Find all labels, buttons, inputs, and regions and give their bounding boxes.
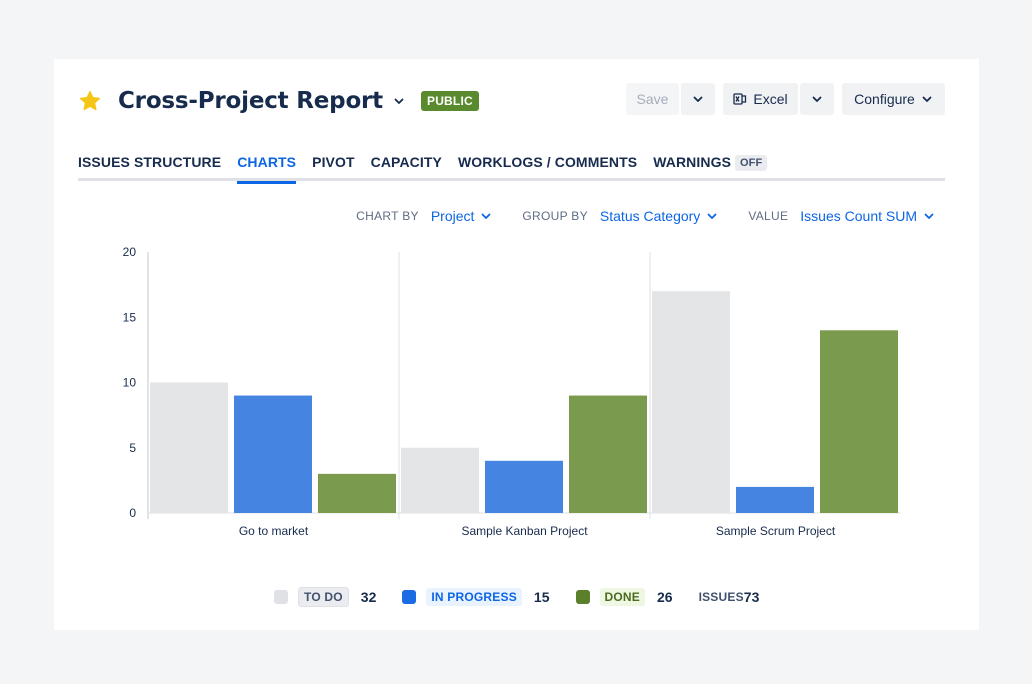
chevron-down-icon (924, 213, 934, 219)
x-tick-label: Sample Scrum Project (716, 524, 836, 538)
page-title: Cross-Project Report (118, 88, 383, 114)
excel-label: Excel (753, 91, 788, 107)
y-tick-label: 20 (123, 245, 137, 259)
legend-swatch (402, 590, 417, 604)
y-tick-label: 10 (123, 376, 137, 390)
bar (318, 473, 396, 513)
legend-count: 32 (360, 589, 377, 605)
y-tick-label: 15 (123, 310, 137, 324)
tab-capacity[interactable]: CAPACITY (370, 154, 442, 170)
tab-pivot[interactable]: PIVOT (312, 154, 355, 170)
report-tabs: ISSUES STRUCTURE CHARTS PIVOT CAPACITY W… (78, 147, 945, 184)
issues-label: ISSUES (698, 590, 744, 604)
chevron-down-icon (481, 213, 491, 219)
y-tick-label: 5 (129, 441, 136, 455)
bar (569, 395, 647, 513)
save-menu-button[interactable] (681, 83, 715, 115)
x-tick-label: Go to market (239, 524, 309, 538)
report-card: Cross-Project Report PUBLIC Save Excel C… (54, 59, 979, 630)
tab-charts[interactable]: CHARTS (237, 147, 297, 184)
tab-worklogs-comments[interactable]: WORKLOGS / COMMENTS (457, 154, 638, 170)
y-tick-label: 0 (129, 506, 136, 520)
bar (150, 382, 228, 513)
excel-button[interactable]: Excel (723, 83, 798, 115)
legend-count: 26 (656, 589, 673, 605)
legend-swatch (274, 590, 288, 604)
chevron-down-icon[interactable] (393, 95, 405, 107)
chart-controls: CHART BY Project GROUP BY Status Categor… (356, 208, 935, 224)
chevron-down-icon (922, 96, 932, 102)
configure-label: Configure (854, 91, 915, 107)
legend-item-in-progress[interactable]: IN PROGRESS 15 (402, 588, 550, 606)
toolbar: Save Excel Configure (626, 83, 945, 115)
bar (485, 460, 563, 513)
group-by-select[interactable]: Status Category (600, 208, 718, 224)
tab-issues-structure[interactable]: ISSUES STRUCTURE (78, 154, 222, 170)
legend-label: IN PROGRESS (426, 588, 522, 606)
warnings-status-badge: OFF (735, 155, 768, 171)
tab-warnings[interactable]: WARNINGS OFF (653, 147, 768, 181)
excel-icon (733, 92, 747, 106)
chart-by-label: CHART BY (356, 209, 419, 223)
star-icon[interactable] (78, 89, 102, 113)
legend-label: TO DO (298, 587, 349, 607)
legend-swatch (575, 590, 590, 604)
visibility-badge: PUBLIC (420, 91, 479, 111)
bar-chart: 0 5 10 15 20 Go to market Sample Kanban Projec… (123, 245, 901, 538)
bar (736, 486, 814, 513)
value-label: VALUE (748, 209, 789, 223)
legend-count: 15 (533, 589, 550, 605)
issues-total: 73 (743, 589, 760, 605)
legend-item-done[interactable]: DONE 26 (575, 588, 673, 606)
chart-by-select[interactable]: Project (431, 208, 493, 224)
value-select[interactable]: Issues Count SUM (800, 208, 935, 224)
chart-legend: TO DO 32 IN PROGRESS 15 DONE 26 ISSUES 73 (274, 587, 785, 607)
save-button[interactable]: Save (626, 83, 679, 115)
bar (401, 447, 479, 513)
chevron-down-icon (812, 96, 822, 102)
excel-menu-button[interactable] (800, 83, 834, 115)
x-tick-label: Sample Kanban Project (461, 524, 588, 538)
legend-item-todo[interactable]: TO DO 32 (274, 587, 376, 607)
chevron-down-icon (693, 96, 703, 102)
bar (652, 291, 730, 513)
legend-label: DONE (599, 588, 645, 606)
group-by-label: GROUP BY (522, 209, 588, 223)
legend-total: ISSUES 73 (699, 589, 760, 605)
bar (820, 330, 898, 513)
report-header: Cross-Project Report PUBLIC Save Excel C… (78, 83, 945, 119)
chevron-down-icon (707, 213, 717, 219)
bar (234, 395, 312, 513)
configure-button[interactable]: Configure (842, 83, 945, 115)
